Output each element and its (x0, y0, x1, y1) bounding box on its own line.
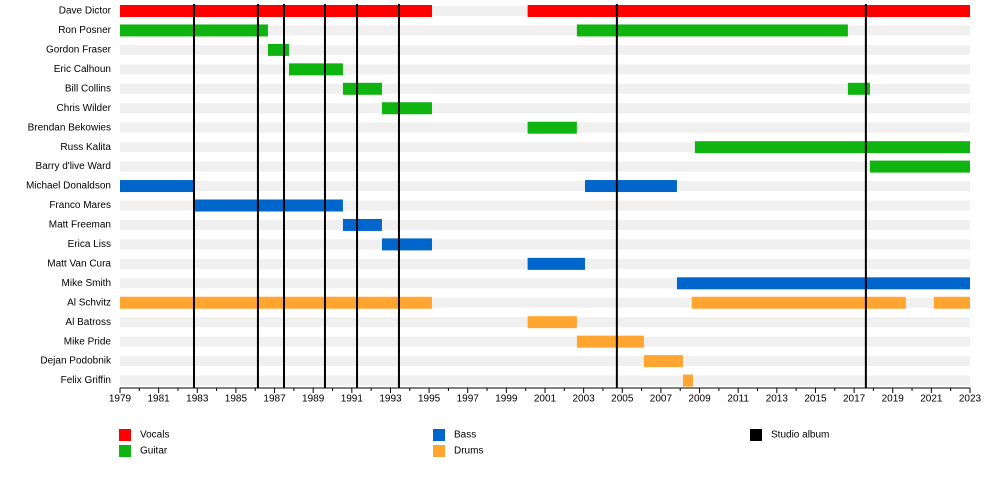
member-label: Felix Griffin (61, 375, 111, 386)
member-label: Franco Mares (49, 200, 111, 211)
tenure-bar (342, 218, 382, 231)
row-stripe (120, 161, 970, 172)
row-stripe (120, 25, 970, 36)
x-tick-label: 1999 (495, 394, 518, 405)
member-label: Erica Liss (68, 239, 111, 250)
row-stripe (120, 297, 970, 308)
x-tick-label: 1993 (379, 394, 402, 405)
tenure-bar (676, 277, 970, 290)
legend-label: Drums (454, 446, 483, 457)
row-stripe (120, 336, 970, 347)
member-label: Brendan Bekowies (28, 122, 111, 133)
row-stripe (120, 83, 970, 94)
tenure-bar (694, 141, 970, 154)
x-tick-label: 1989 (302, 394, 325, 405)
tenure-bar (847, 82, 870, 95)
member-label: Gordon Fraser (46, 45, 112, 56)
row-stripe (120, 278, 970, 289)
member-label: Michael Donaldson (26, 181, 111, 192)
x-tick-label: 2003 (573, 394, 596, 405)
member-label: Al Schvitz (67, 297, 111, 308)
member-label: Chris Wilder (57, 103, 112, 114)
member-label: Eric Calhoun (54, 64, 111, 75)
member-label: Dave Dictor (59, 6, 112, 17)
tenure-bar (691, 296, 906, 309)
tenure-bar (682, 374, 693, 387)
member-label: Barry d'live Ward (36, 161, 111, 172)
x-tick-label: 1995 (418, 394, 441, 405)
legend-swatch (119, 429, 131, 441)
tenure-bar (527, 121, 577, 134)
x-tick-label: 1979 (109, 394, 132, 405)
legend-label: Bass (454, 430, 476, 441)
x-tick-label: 2011 (727, 394, 749, 405)
row-stripe (120, 200, 970, 211)
member-label: Ron Posner (58, 25, 111, 36)
member-label: Al Batross (65, 317, 111, 328)
x-tick-label: 1987 (263, 394, 286, 405)
tenure-bar (289, 63, 343, 76)
x-tick-label: 2005 (611, 394, 634, 405)
member-label: Dejan Podobnik (40, 356, 112, 367)
row-stripe (120, 239, 970, 250)
tenure-bar (120, 5, 432, 17)
x-tick-label: 2007 (650, 394, 673, 405)
legend-swatch (433, 445, 445, 457)
x-tick-label: 1985 (225, 394, 248, 405)
x-tick-label: 1997 (457, 394, 480, 405)
x-tick-label: 1981 (148, 394, 171, 405)
legend-label: Studio album (771, 430, 829, 441)
tenure-bar (120, 296, 432, 309)
row-stripe (120, 64, 970, 75)
tenure-bar (643, 355, 683, 368)
x-tick-label: 2001 (534, 394, 557, 405)
row-stripe (120, 219, 970, 230)
tenure-bar (267, 43, 290, 56)
x-tick-label: 1991 (341, 394, 364, 405)
x-tick-label: 2019 (882, 394, 905, 405)
member-label: Matt Van Cura (47, 258, 111, 269)
x-tick-label: 2023 (959, 394, 982, 405)
tenure-bar (576, 24, 848, 37)
legend-label: Guitar (140, 446, 168, 457)
tenure-bar (381, 102, 432, 115)
x-tick-label: 2015 (804, 394, 827, 405)
tenure-bar (527, 316, 577, 329)
row-stripe (120, 44, 970, 55)
x-tick-label: 2013 (766, 394, 789, 405)
tenure-bar (933, 296, 970, 309)
x-tick-label: 2009 (688, 394, 711, 405)
legend-label: Vocals (140, 430, 169, 441)
row-stripe (120, 103, 970, 114)
tenure-bar (381, 238, 432, 251)
x-tick-label: 2017 (843, 394, 866, 405)
legend-swatch (433, 429, 445, 441)
tenure-bar (342, 82, 382, 95)
legend-swatch (119, 445, 131, 457)
tenure-bar (527, 5, 970, 17)
tenure-bar (869, 160, 970, 173)
legend-swatch (750, 429, 762, 441)
x-tick-label: 1983 (186, 394, 209, 405)
member-label: Matt Freeman (49, 220, 111, 231)
member-label: Russ Kalita (60, 142, 111, 153)
member-label: Mike Smith (62, 278, 111, 289)
row-stripe (120, 181, 970, 192)
member-label: Bill Collins (65, 83, 111, 94)
tenure-bar (527, 257, 585, 270)
row-stripe (120, 375, 970, 386)
tenure-bar (120, 180, 194, 193)
row-stripe (120, 142, 970, 153)
tenure-bar (193, 199, 343, 212)
tenure-bar (584, 180, 677, 193)
member-label: Mike Pride (64, 336, 112, 347)
row-stripe (120, 356, 970, 367)
x-tick-label: 2021 (920, 394, 943, 405)
tenure-bar (576, 335, 644, 348)
